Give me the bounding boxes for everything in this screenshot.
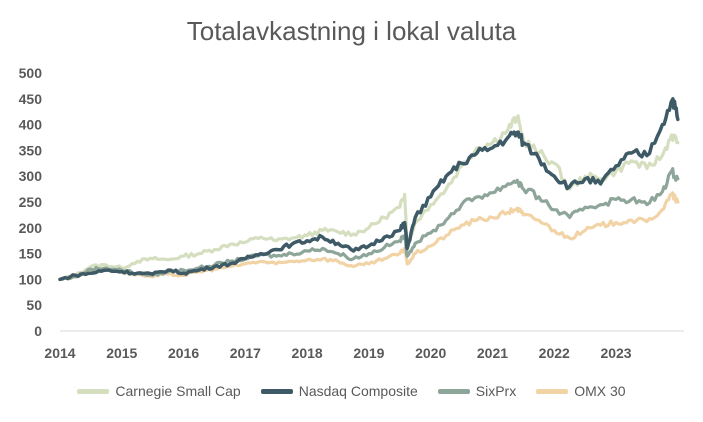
legend: Carnegie Small Cap Nasdaq Composite SixPrx… bbox=[0, 383, 703, 399]
legend-label: Carnegie Small Cap bbox=[115, 383, 241, 399]
series-line-nasdaq-composite bbox=[58, 97, 680, 282]
y-tick-label: 300 bbox=[19, 168, 43, 184]
series-line-omx-30 bbox=[58, 191, 680, 281]
y-axis: 0 50 100 150 200 250 300 350 400 450 500 bbox=[19, 65, 43, 339]
series-lines bbox=[58, 97, 680, 282]
x-tick-label: 2023 bbox=[600, 345, 631, 361]
legend-label: OMX 30 bbox=[574, 383, 626, 399]
y-tick-label: 500 bbox=[19, 65, 43, 81]
legend-item: SixPrx bbox=[437, 383, 517, 399]
chart-title: Totalavkastning i lokal valuta bbox=[186, 16, 517, 46]
x-tick-label: 2021 bbox=[477, 345, 508, 361]
x-tick-label: 2022 bbox=[539, 345, 570, 361]
series-line-carnegie-small-cap bbox=[58, 114, 680, 281]
x-tick-label: 2020 bbox=[415, 345, 446, 361]
legend-swatch bbox=[77, 388, 110, 394]
x-tick-label: 2016 bbox=[168, 345, 199, 361]
legend-swatch bbox=[536, 388, 569, 394]
legend-swatch bbox=[260, 388, 293, 394]
x-tick-label: 2015 bbox=[106, 345, 137, 361]
legend-label: SixPrx bbox=[475, 383, 517, 399]
legend-item: Nasdaq Composite bbox=[260, 383, 418, 399]
legend-label: Nasdaq Composite bbox=[298, 383, 418, 399]
x-tick-label: 2017 bbox=[230, 345, 261, 361]
x-tick-label: 2019 bbox=[353, 345, 384, 361]
legend-item: OMX 30 bbox=[536, 383, 626, 399]
y-tick-label: 400 bbox=[19, 117, 43, 133]
y-tick-label: 350 bbox=[19, 142, 43, 158]
y-tick-label: 50 bbox=[26, 297, 42, 313]
y-tick-label: 100 bbox=[19, 271, 43, 287]
y-tick-label: 450 bbox=[19, 91, 43, 107]
legend-swatch bbox=[437, 388, 470, 394]
legend-item: Carnegie Small Cap bbox=[77, 383, 241, 399]
x-tick-label: 2018 bbox=[292, 345, 323, 361]
y-tick-label: 150 bbox=[19, 246, 43, 262]
y-tick-label: 200 bbox=[19, 220, 43, 236]
y-tick-label: 0 bbox=[34, 323, 42, 339]
x-tick-label: 2014 bbox=[44, 345, 75, 361]
x-axis: 2014 2015 2016 2017 2018 2019 2020 2021 2022 2023 bbox=[44, 330, 684, 361]
y-tick-label: 250 bbox=[19, 194, 43, 210]
